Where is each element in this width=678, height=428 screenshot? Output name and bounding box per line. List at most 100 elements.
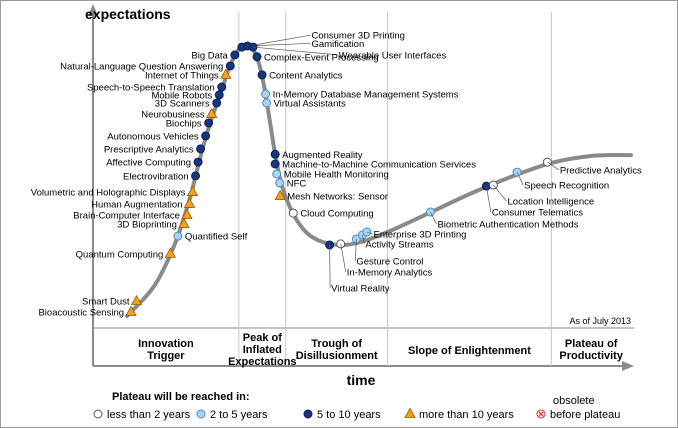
leader-location-intelligence [493, 184, 507, 202]
point-internet-of-things [220, 68, 232, 79]
leader-biometric-authentication-methods [430, 211, 437, 225]
label-prescriptive-analytics: Prescriptive Analytics [104, 144, 194, 155]
leader-activity-streams [362, 234, 365, 244]
leader-wearable-user-interfaces [252, 46, 338, 56]
label-neurobusiness: Neurobusiness [141, 110, 205, 121]
legend-marker-5to10 [303, 409, 313, 419]
label-mobile-health-monitoring: Mobile Health Monitoring [284, 169, 389, 180]
point-smart-dust [130, 294, 143, 306]
point-complex-event-processing [252, 52, 262, 62]
label-quantum-computing: Quantum Computing [76, 249, 164, 260]
point-brain-computer-interface [181, 208, 193, 219]
phase-label-1-line-1: Innovation [138, 338, 194, 350]
label-smart-dust: Smart Dust [82, 297, 130, 308]
label-human-augmentation: Human Augmentation [91, 199, 182, 210]
phase-label-1-line-2: Trigger [147, 350, 185, 362]
point-speech-to-speech-translation [217, 82, 227, 92]
legend-label-top-obs: obsolete [553, 395, 595, 407]
legend-label-2to5: 2 to 5 years [210, 409, 268, 421]
label-mesh-networks-sensor: Mesh Networks: Sensor [287, 192, 388, 203]
point-machine-to-machine-communication-services [270, 159, 280, 169]
label-autonomous-vehicles: Autonomous Vehicles [107, 131, 199, 142]
phase-label-2-line-1: Peak of [243, 332, 282, 344]
label-speech-recognition: Speech Recognition [524, 181, 609, 192]
point-human-augmentation [183, 197, 196, 208]
point-mobile-robots [214, 90, 224, 100]
label-internet-of-things: Internet of Things [145, 70, 219, 81]
legend-marker-lt2 [93, 409, 103, 419]
point-natural-language-question-answering [225, 61, 235, 71]
legend-marker-obs [536, 409, 546, 419]
label-brain-computer-interface: Brain-Computer Interface [73, 211, 180, 222]
phase-dividers [238, 12, 552, 366]
label-consumer-3d-printing: Consumer 3D Printing [311, 31, 404, 42]
phase-label-2-line-3: Expectations [228, 356, 296, 368]
label-augmented-reality: Augmented Reality [282, 150, 363, 161]
point-3d-scanners [212, 98, 222, 108]
label-virtual-assistants: Virtual Assistants [274, 98, 346, 109]
legend-marker-2to5 [196, 409, 206, 419]
x-axis-arrow [622, 361, 634, 371]
point-prescriptive-analytics [196, 144, 206, 154]
axes: expectations time As of July 2013 [85, 6, 631, 388]
point-mesh-networks-sensor [274, 189, 286, 201]
point-quantified-self [173, 231, 183, 241]
label-natural-language-question-answering: Natural-Language Question Answering [60, 61, 223, 72]
phase-label-2-line-2: Inflated [243, 344, 282, 356]
point-volumetric-and-holographic-displays [186, 185, 199, 196]
label-affective-computing: Affective Computing [106, 158, 191, 169]
legend-marker-gt10 [404, 407, 416, 418]
point-in-memory-database-management-systems [261, 89, 271, 99]
leader-gamification [247, 42, 311, 47]
legend-label-5to10: 5 to 10 years [317, 409, 381, 421]
leader-in-memory-analytics [340, 243, 347, 273]
phase-label-3-line-1: Trough of [311, 338, 362, 350]
label-gamification: Gamification [311, 39, 364, 50]
leader-speech-recognition [516, 171, 524, 186]
label-mobile-robots: Mobile Robots [151, 90, 212, 101]
leader-enterprise-3d-printing [366, 231, 373, 235]
x-axis-label: time [347, 372, 376, 388]
legend-label-lt2: less than 2 years [107, 409, 191, 421]
point-cloud-computing [288, 208, 298, 218]
label-machine-to-machine-communication-services: Machine-to-Machine Communication Service… [282, 159, 476, 170]
phase-label-4-line-1: Slope of Enlightenment [408, 345, 531, 357]
label-predictive-analytics: Predictive Analytics [560, 165, 642, 176]
phase-label-5-line-2: Productivity [559, 350, 623, 362]
point-3d-bioprinting [178, 217, 190, 228]
label-big-data: Big Data [191, 50, 228, 61]
label-biochips: Biochips [166, 118, 202, 129]
label-cloud-computing: Cloud Computing [300, 209, 373, 220]
legend: Plateau will be reached in: less than 2 y… [93, 391, 620, 421]
leader-gesture-control [354, 239, 357, 261]
point-augmented-reality [270, 149, 280, 159]
point-big-data [230, 50, 240, 60]
leader-predictive-analytics [547, 161, 560, 171]
label-location-intelligence: Location Intelligence [508, 196, 595, 207]
legend-label-gt10: more than 10 years [419, 409, 514, 421]
label-activity-streams: Activity Streams [365, 239, 433, 250]
point-virtual-assistants [262, 98, 272, 108]
label-in-memory-database-management-systems: In-Memory Database Management Systems [273, 90, 459, 101]
point-quantum-computing [164, 247, 177, 258]
label-complex-event-processing: Complex-Event Processing [264, 52, 379, 63]
label-enterprise-3d-printing: Enterprise 3D Printing [373, 229, 466, 240]
point-electrovibration [191, 171, 201, 181]
leader-virtual-reality [329, 244, 331, 288]
leader-consumer-telematics [486, 186, 492, 213]
phase-label-5-line-1: Plateau of [565, 338, 618, 350]
label-gesture-control: Gesture Control [356, 256, 423, 267]
point-mobile-health-monitoring [272, 169, 282, 179]
label-consumer-telematics: Consumer Telematics [492, 208, 583, 219]
label-biometric-authentication-methods: Biometric Authentication Methods [437, 219, 578, 230]
label-3d-bioprinting: 3D Bioprinting [117, 219, 177, 230]
point-nfc [275, 178, 285, 188]
label-3d-scanners: 3D Scanners [155, 98, 210, 109]
y-axis-arrow [88, 4, 98, 16]
label-quantified-self: Quantified Self [185, 232, 248, 243]
legend-label-obs: before plateau [550, 409, 620, 421]
legend-marker-obs-cross [538, 411, 544, 417]
point-biochips [204, 118, 214, 128]
